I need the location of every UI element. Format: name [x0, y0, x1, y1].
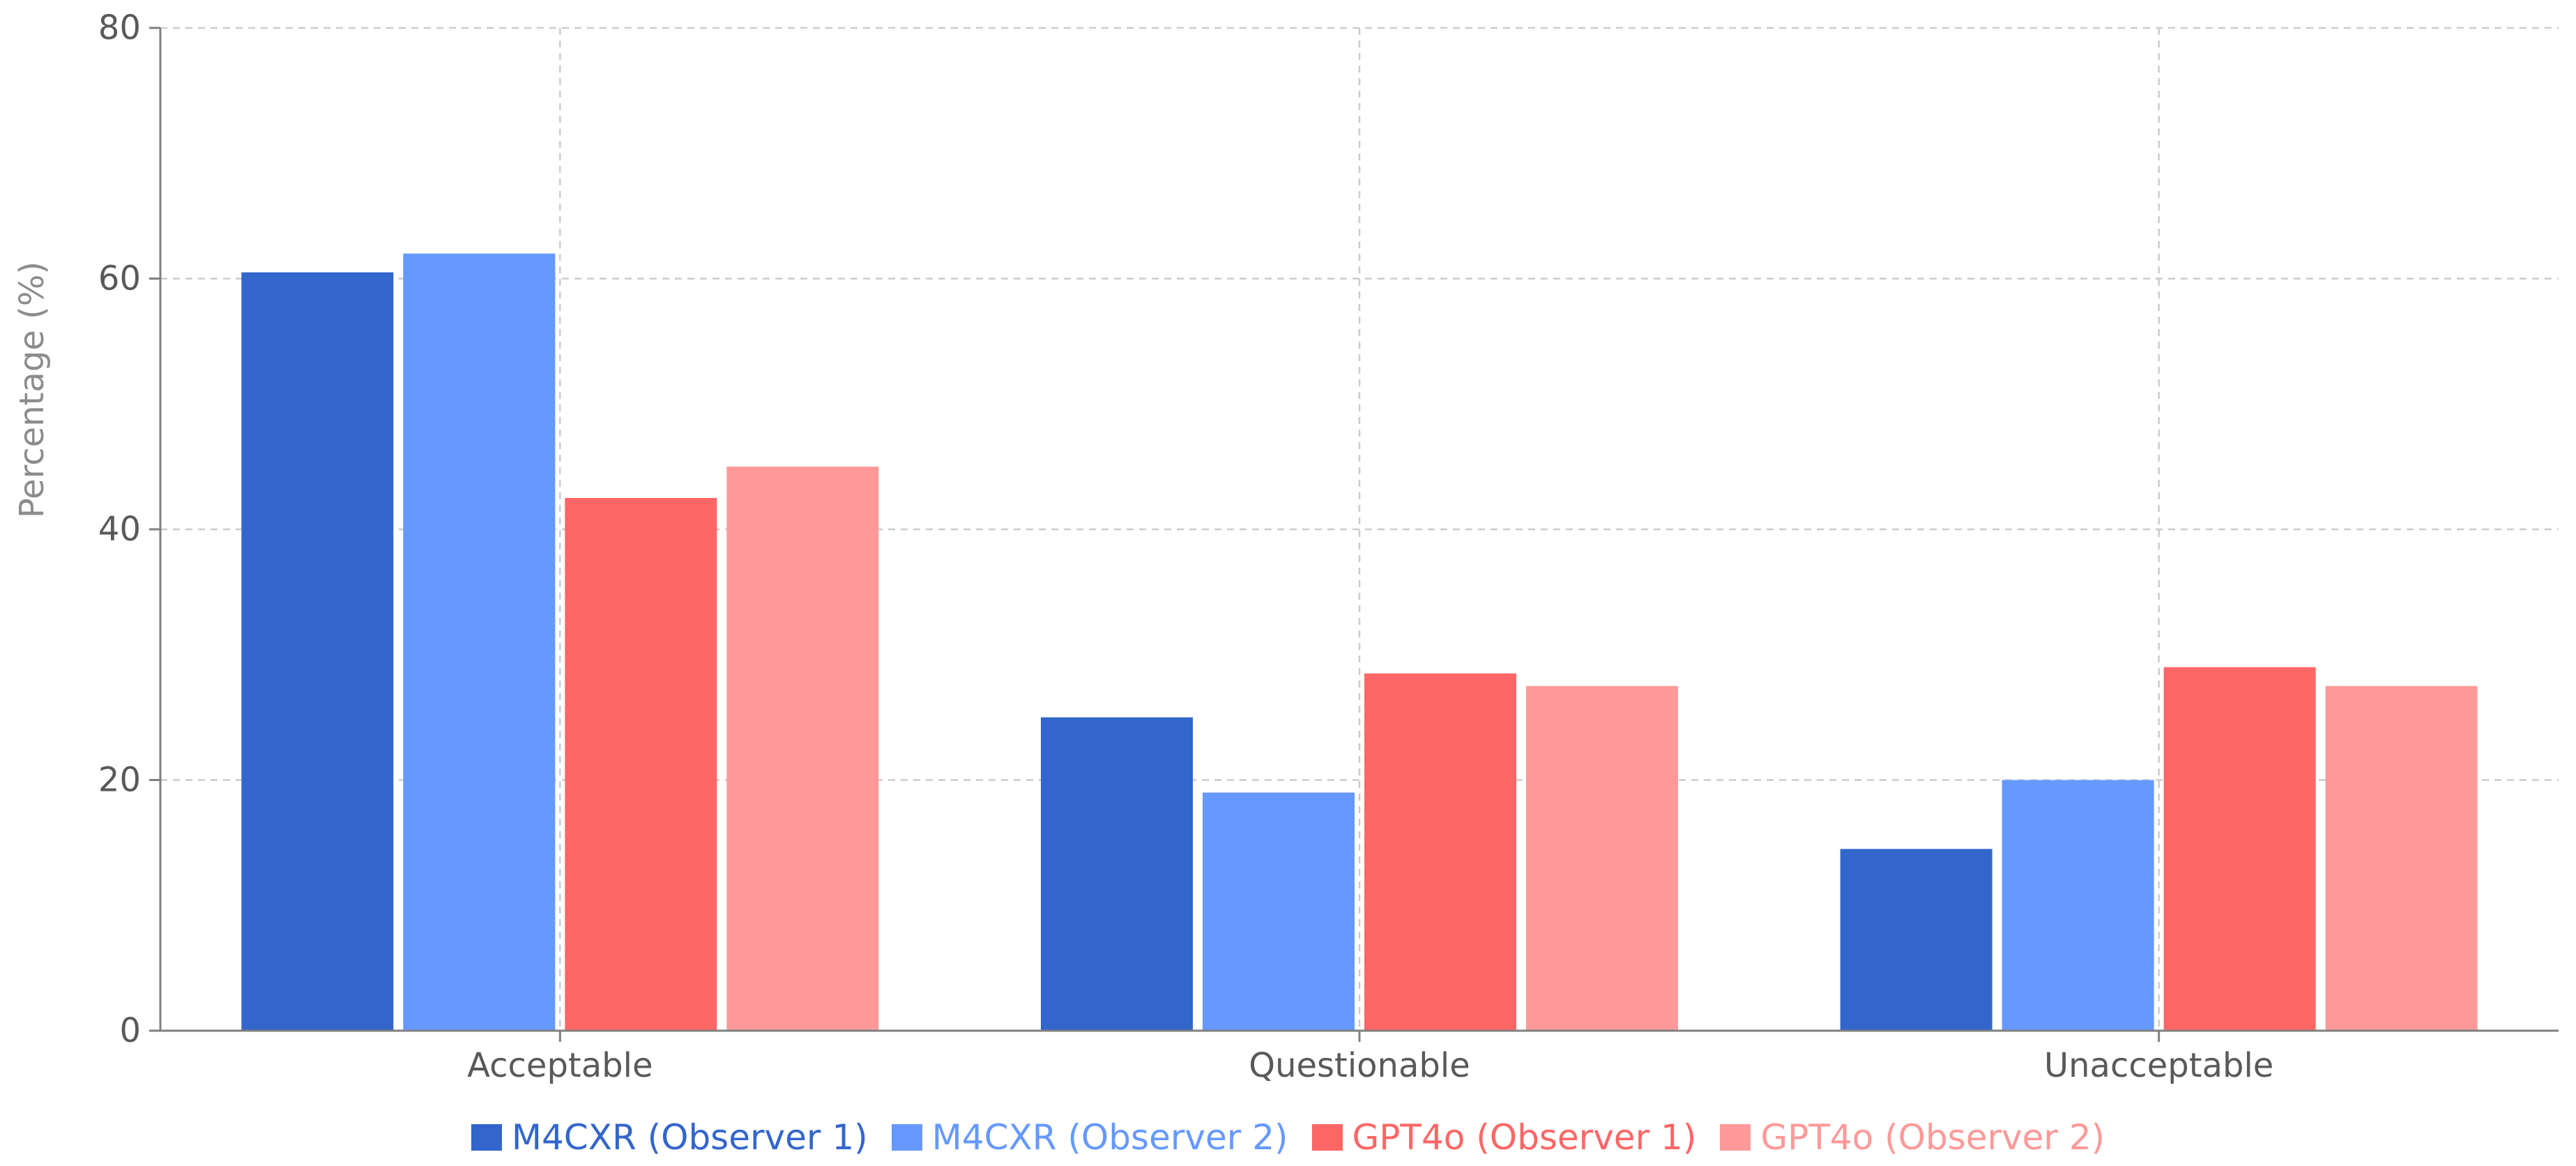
- legend-swatch: [891, 1124, 922, 1151]
- bar: [726, 467, 879, 1031]
- y-tick-label: 80: [98, 8, 141, 47]
- legend-swatch: [1311, 1124, 1343, 1151]
- legend-item: GPT4o (Observer 2): [1720, 1117, 2105, 1158]
- y-tick-label: 20: [98, 761, 141, 800]
- legend-label: GPT4o (Observer 1): [1352, 1117, 1697, 1158]
- bar: [1526, 686, 1678, 1031]
- x-tick-label: Questionable: [1249, 1046, 1470, 1085]
- legend-label: GPT4o (Observer 2): [1760, 1117, 2105, 1158]
- y-tick-label: 60: [98, 259, 141, 298]
- bar: [2325, 686, 2478, 1031]
- legend-label: M4CXR (Observer 1): [511, 1117, 868, 1158]
- legend-swatch: [1720, 1124, 1751, 1151]
- x-tick-label: Acceptable: [467, 1046, 653, 1085]
- legend-item: GPT4o (Observer 1): [1311, 1117, 1697, 1158]
- legend: M4CXR (Observer 1) M4CXR (Observer 2) GPT4…: [0, 1113, 2576, 1162]
- bar: [1840, 849, 1992, 1031]
- legend-label: M4CXR (Observer 2): [931, 1117, 1288, 1158]
- bar: [241, 272, 394, 1031]
- legend-item: M4CXR (Observer 2): [891, 1117, 1288, 1158]
- legend-swatch: [471, 1124, 502, 1151]
- x-tick-label: Unacceptable: [2044, 1046, 2273, 1085]
- legend-item: M4CXR (Observer 1): [471, 1117, 868, 1158]
- bar: [1041, 717, 1193, 1031]
- y-tick-label: 0: [119, 1011, 141, 1050]
- bar: [2002, 780, 2154, 1031]
- bar: [565, 498, 717, 1031]
- bar: [1203, 792, 1355, 1031]
- bar: [2163, 667, 2316, 1031]
- y-tick-label: 40: [98, 510, 141, 549]
- y-axis-title: Percentage (%): [13, 262, 52, 518]
- bar: [403, 253, 556, 1031]
- bar: [1364, 673, 1516, 1031]
